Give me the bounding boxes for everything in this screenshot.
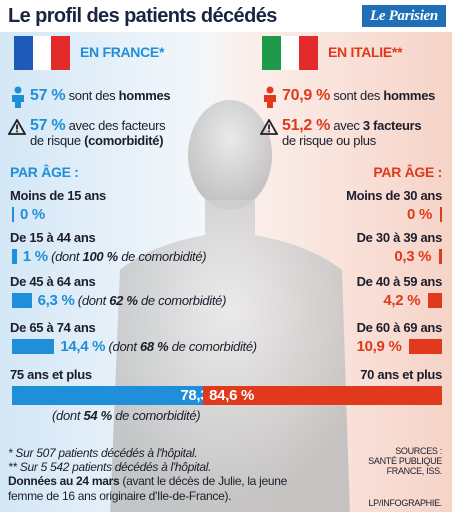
flag-france [14,36,70,70]
age-bar [12,339,55,354]
men-share: 57 % [30,87,66,104]
age-bar [439,249,442,264]
date-text: (avant le décès de Julie, la jeune femme… [8,474,287,503]
credit: LP/INFOGRAPHIE. [368,498,442,508]
men-bold: hommes [383,88,436,103]
risk-line: 57 % avec des facteurs [30,117,166,134]
comorbidity-note: (dont 100 % de comorbidité) [51,249,207,264]
title: Le profil des patients décédés [8,5,277,27]
age-group: De 45 à 64 ans [10,274,96,289]
risk-text: avec [333,118,360,133]
date-note: Données au 24 mars (avant le décès de Ju… [8,474,308,504]
age-share: 0,3 % [394,248,432,265]
age-group: Moins de 15 ans [10,188,106,203]
note-share: 68 % [139,339,169,354]
risk-line: de risque ou plus [282,133,421,148]
note-share: 62 % [109,293,138,308]
country-name: EN FRANCE* [80,44,165,60]
note-post: de comorbidité) [141,293,227,308]
risk-line: 51,2 % avec 3 facteurs [282,117,422,134]
age-share-line: 1 % (dont 100 % de comorbidité) [23,249,207,264]
age-share: 10,9 % [356,338,402,355]
risk-block: 51,2 % avec 3 facteurs de risque ou plus [282,117,422,149]
age-bar [428,293,442,308]
warning-icon [8,119,26,135]
source: SOURCES : [395,446,442,456]
age-group: De 60 à 69 ans [356,320,443,335]
risk-share: 51,2 % [282,117,331,134]
age-group: De 15 à 44 ans [10,230,96,245]
risk-text: de risque ou plus [282,133,376,148]
note-pre: (dont [52,408,81,423]
age-share: 4,2 % [383,292,421,309]
age-share: 14,4 % [60,338,106,355]
men-text: sont des [333,88,381,103]
age-bar [12,293,32,308]
warning-icon [260,119,278,135]
source: FRANCE, ISS. [386,466,443,476]
age-share: 6,3 % [37,292,75,309]
age-title: PAR ÂGE : [373,164,442,180]
risk-text: (comorbidité) [84,133,164,148]
age-bar [440,207,442,222]
age-group: Moins de 30 ans [346,188,442,203]
age-bar [12,386,234,405]
note-pre: (dont [77,293,106,308]
age-share: 1 % [22,248,48,265]
age-share: 0 % [20,206,45,223]
source: SANTÉ PUBLIQUE [368,456,442,466]
note-share: 100 % [82,249,119,264]
comorbidity-note: (dont 54 % de comorbidité) [52,408,201,423]
age-group: 75 ans et plus [10,367,92,382]
age-group: De 40 à 59 ans [356,274,443,289]
age-group: De 65 à 74 ans [10,320,96,335]
date-bold: Données au 24 mars [8,474,120,488]
flag-italy [262,36,318,70]
age-title: PAR ÂGE : [10,164,79,180]
note-pre: (dont [51,249,80,264]
note-post: de comorbidité) [171,339,257,354]
age-bar [12,249,17,264]
men-bold: hommes [118,88,171,103]
footnote: * Sur 507 patients décédés à l'hôpital. [8,446,198,460]
person-icon [264,86,276,108]
risk-line: de risque (comorbidité) [30,133,165,148]
note-pre: (dont [108,339,137,354]
risk-text: 3 facteurs [362,118,422,133]
age-bar [12,207,14,222]
risk-text: de risque [30,133,81,148]
risk-text: avec des facteurs [68,118,166,133]
risk-share: 57 % [30,117,66,134]
age-share-line: 14,4 % (dont 68 % de comorbidité) [60,339,257,354]
footnote: ** Sur 5 542 patients décédés à l'hôpita… [8,460,212,474]
age-share: 78,3 % [180,387,225,404]
person-icon [12,86,24,108]
note-post: de comorbidité) [121,249,207,264]
age-bar [409,339,442,354]
body-silhouette [110,100,350,512]
men-share-line: 57 % sont des hommes [30,87,171,104]
age-group: De 30 à 39 ans [356,230,443,245]
men-share-line: 70,9 % sont des hommes [282,87,436,104]
age-group: 70 ans et plus [360,367,442,382]
brand-logo: Le Parisien [362,5,446,27]
age-bar [203,386,442,405]
comorbidity-note: (dont 68 % de comorbidité) [108,339,258,354]
age-share-line: 0 % [20,207,45,222]
note-post: de comorbidité) [115,408,201,423]
comorbidity-note: (dont 62 % de comorbidité) [77,293,227,308]
age-share: 0 % [407,206,432,223]
age-share-line: 6,3 % (dont 62 % de comorbidité) [37,292,227,309]
risk-block: 57 % avec des facteurs de risque (comorbi… [30,117,166,149]
men-share: 70,9 % [282,87,331,104]
age-share: 84,6 % [209,387,255,404]
men-text: sont des [68,88,116,103]
note-share: 54 % [83,408,112,423]
country-name: EN ITALIE** [328,44,403,60]
